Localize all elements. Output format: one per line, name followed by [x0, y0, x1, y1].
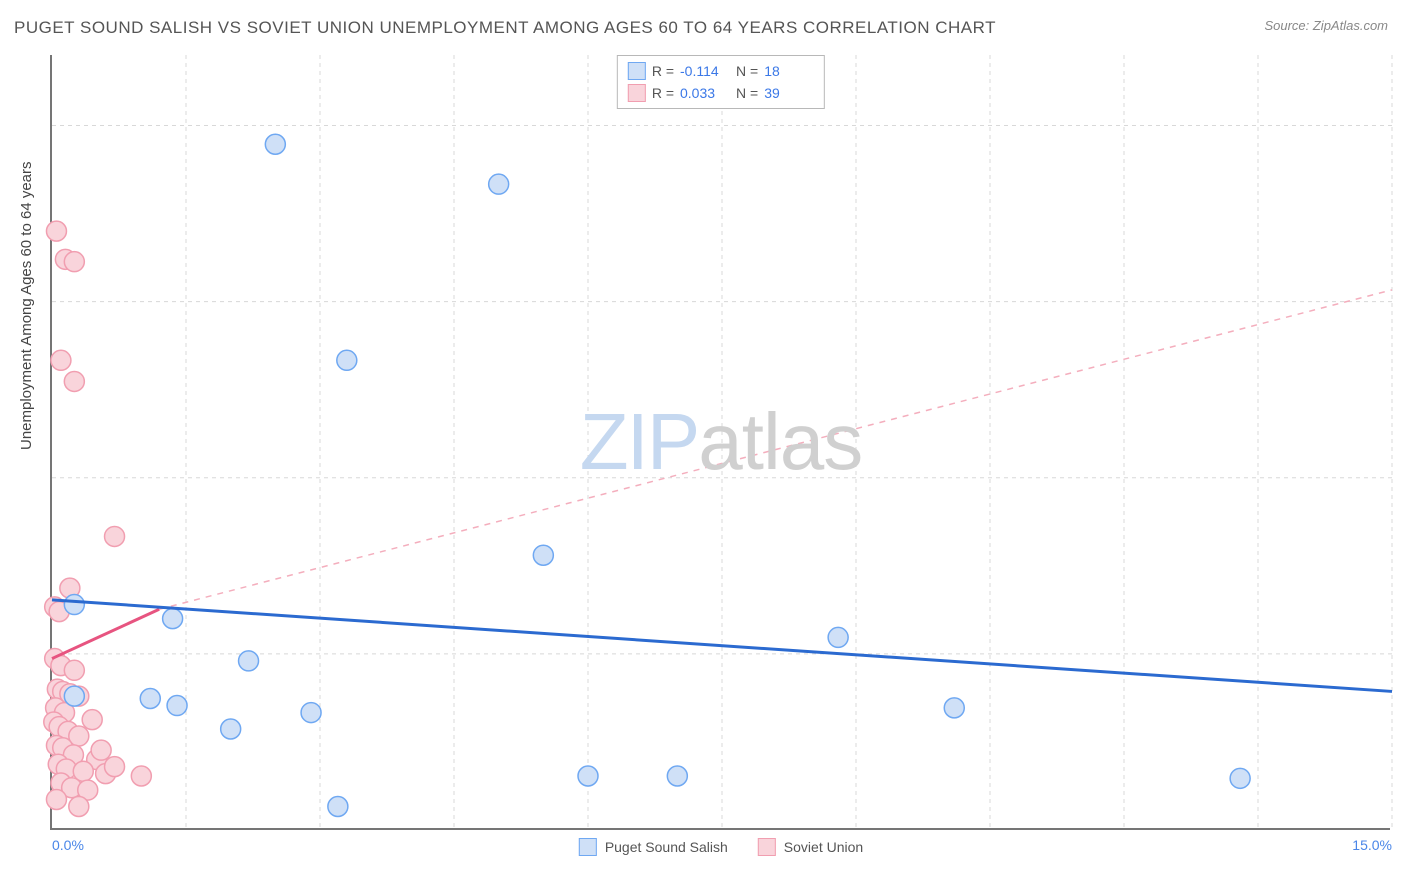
trend-line	[159, 290, 1392, 609]
r-value: -0.114	[680, 60, 730, 82]
data-point	[51, 350, 71, 370]
data-point	[82, 710, 102, 730]
legend-row: R = 0.033 N = 39	[628, 82, 814, 104]
data-point	[64, 595, 84, 615]
data-point	[163, 609, 183, 629]
legend-row: R = -0.114 N = 18	[628, 60, 814, 82]
data-point	[239, 651, 259, 671]
legend-swatch-pink	[758, 838, 776, 856]
data-point	[46, 221, 66, 241]
source-label: Source: ZipAtlas.com	[1264, 18, 1388, 33]
y-tick-label: 7.5%	[1400, 646, 1406, 662]
y-axis-title: Unemployment Among Ages 60 to 64 years	[18, 161, 35, 450]
chart-title: PUGET SOUND SALISH VS SOVIET UNION UNEMP…	[14, 18, 996, 38]
trend-line	[52, 600, 1392, 692]
x-tick-label: 15.0%	[1352, 837, 1392, 853]
data-point	[46, 789, 66, 809]
y-tick-label: 15.0%	[1400, 470, 1406, 486]
data-point	[1230, 768, 1250, 788]
data-point	[64, 252, 84, 272]
data-point	[69, 797, 89, 817]
legend-label: Puget Sound Salish	[605, 839, 728, 855]
data-point	[667, 766, 687, 786]
correlation-legend: R = -0.114 N = 18 R = 0.033 N = 39	[617, 55, 825, 109]
data-point	[64, 686, 84, 706]
y-tick-label: 30.0%	[1400, 117, 1406, 133]
legend-swatch-blue	[628, 62, 646, 80]
r-label: R =	[652, 60, 674, 82]
legend-swatch-pink	[628, 84, 646, 102]
n-value: 39	[764, 82, 814, 104]
legend-swatch-blue	[579, 838, 597, 856]
data-point	[105, 757, 125, 777]
data-point	[328, 797, 348, 817]
legend-item: Puget Sound Salish	[579, 838, 728, 856]
data-point	[64, 371, 84, 391]
data-point	[167, 696, 187, 716]
n-value: 18	[764, 60, 814, 82]
data-point	[265, 134, 285, 154]
data-point	[140, 688, 160, 708]
data-point	[91, 740, 111, 760]
chart-svg	[52, 55, 1390, 828]
data-point	[337, 350, 357, 370]
data-point	[578, 766, 598, 786]
legend-item: Soviet Union	[758, 838, 863, 856]
y-tick-label: 22.5%	[1400, 294, 1406, 310]
data-point	[131, 766, 151, 786]
x-tick-label: 0.0%	[52, 837, 84, 853]
n-label: N =	[736, 82, 758, 104]
data-point	[489, 174, 509, 194]
data-point	[301, 703, 321, 723]
r-label: R =	[652, 82, 674, 104]
legend-label: Soviet Union	[784, 839, 863, 855]
data-point	[221, 719, 241, 739]
series-legend: Puget Sound Salish Soviet Union	[579, 838, 863, 856]
plot-area: R = -0.114 N = 18 R = 0.033 N = 39 ZIPat…	[50, 55, 1390, 830]
r-value: 0.033	[680, 82, 730, 104]
data-point	[944, 698, 964, 718]
data-point	[533, 545, 553, 565]
data-point	[64, 660, 84, 680]
n-label: N =	[736, 60, 758, 82]
data-point	[105, 526, 125, 546]
data-point	[828, 627, 848, 647]
